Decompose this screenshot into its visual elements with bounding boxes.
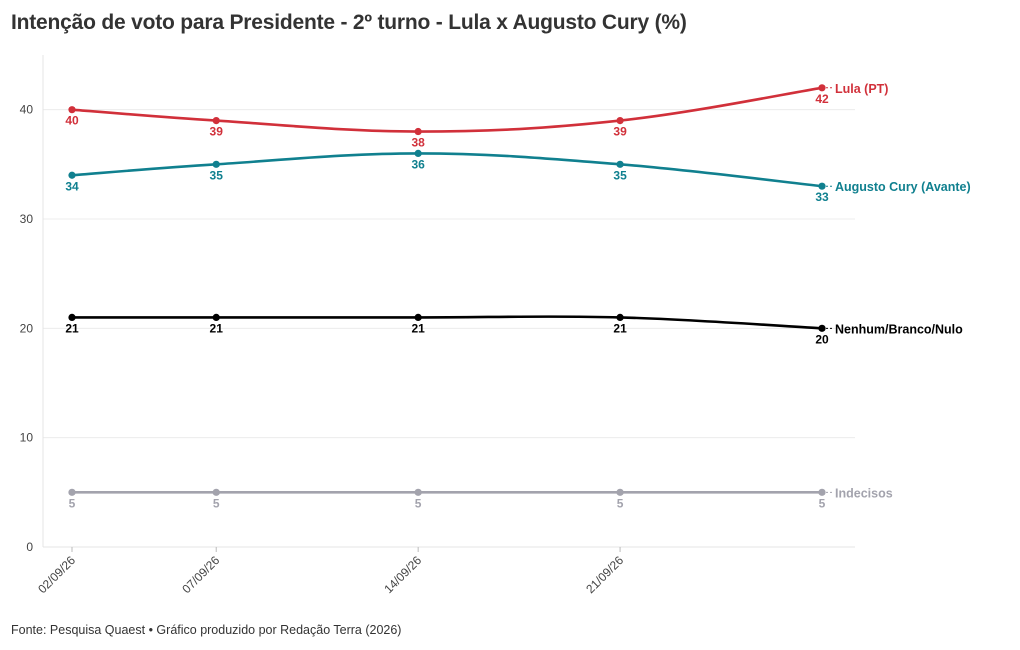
series-line <box>70 152 824 188</box>
series-1: 34 35 36 35 33 Augusto Cury (Avante) <box>65 149 971 204</box>
series-label: Nenhum/Branco/Nulo <box>835 322 963 336</box>
grid-lines <box>43 109 855 439</box>
data-label: 42 <box>815 92 829 106</box>
data-point <box>68 313 76 321</box>
y-axis-ticks: 0 10 20 30 40 <box>20 103 34 554</box>
data-label: 21 <box>411 321 425 335</box>
data-point <box>818 84 826 92</box>
data-label: 39 <box>210 125 224 139</box>
data-label: 36 <box>411 157 425 171</box>
data-point <box>616 313 624 321</box>
data-label: 39 <box>613 125 627 139</box>
data-label: 21 <box>210 321 224 335</box>
chart-title: Intenção de voto para Presidente - 2º tu… <box>11 11 687 34</box>
series-line <box>70 315 824 330</box>
data-point <box>68 488 76 496</box>
data-label: 35 <box>613 168 627 182</box>
x-tick-label: 07/09/26 <box>179 553 222 596</box>
data-point <box>616 160 624 168</box>
data-label: 21 <box>65 321 79 335</box>
x-tick-label: 02/09/26 <box>35 553 78 596</box>
source-note: Fonte: Pesquisa Quaest • Gráfico produzi… <box>11 623 402 637</box>
data-point <box>68 106 76 114</box>
y-tick-label: 40 <box>20 103 34 117</box>
x-tick-label: 14/09/26 <box>381 553 424 596</box>
data-point <box>818 324 826 332</box>
data-label: 38 <box>411 136 425 150</box>
series-2: 21 21 21 21 20 Nenhum/Branco/Nulo <box>65 313 963 346</box>
series-label: Lula (PT) <box>835 82 888 96</box>
data-point <box>414 127 422 136</box>
data-point <box>616 117 624 125</box>
series-0: 40 39 38 39 42 Lula (PT) <box>65 82 888 150</box>
x-tick-label: 21/09/26 <box>583 553 626 596</box>
data-label: 33 <box>815 190 829 204</box>
data-label: 5 <box>213 496 220 510</box>
data-point <box>212 160 220 168</box>
y-tick-label: 30 <box>20 212 34 226</box>
y-tick-label: 10 <box>20 431 34 445</box>
series-3: 5 5 5 5 5 Indecisos <box>68 486 893 510</box>
data-point <box>212 313 220 321</box>
data-point <box>212 117 220 125</box>
data-label: 5 <box>617 496 624 510</box>
data-label: 40 <box>65 114 79 128</box>
data-label: 5 <box>415 496 422 510</box>
data-point <box>414 313 422 321</box>
data-label: 5 <box>69 496 76 510</box>
data-point <box>818 488 826 496</box>
data-label: 34 <box>65 179 79 193</box>
y-tick-label: 0 <box>26 540 33 554</box>
series-label: Indecisos <box>835 486 893 500</box>
data-point <box>818 182 826 190</box>
data-label: 21 <box>613 321 627 335</box>
series-group: 40 39 38 39 42 Lula (PT) 34 35 36 35 33 Augusto Cur… <box>65 82 970 511</box>
data-point <box>212 488 220 496</box>
data-point <box>616 488 624 496</box>
data-point <box>414 488 422 496</box>
data-label: 5 <box>819 496 826 510</box>
data-label: 20 <box>815 332 829 346</box>
data-point <box>414 149 422 157</box>
data-label: 35 <box>210 168 224 182</box>
x-axis-ticks: 02/09/26 07/09/26 14/09/26 21/09/26 <box>35 547 626 596</box>
series-label: Augusto Cury (Avante) <box>835 180 971 194</box>
axes <box>42 55 855 548</box>
y-tick-label: 20 <box>20 321 34 335</box>
data-point <box>68 171 76 179</box>
